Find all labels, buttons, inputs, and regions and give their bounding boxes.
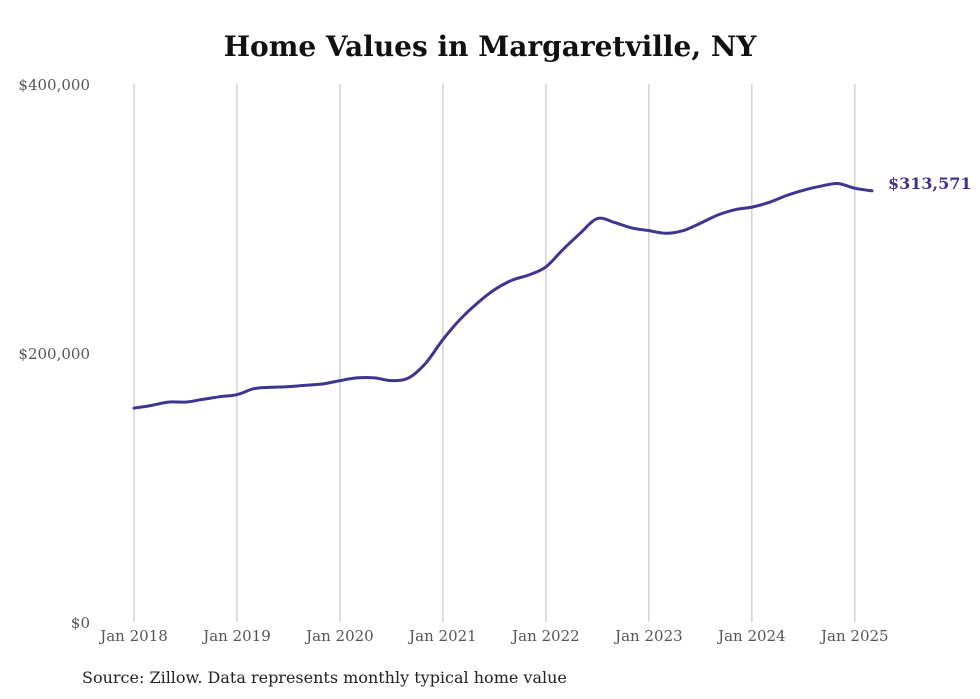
x-tick-label: Jan 2019 bbox=[201, 627, 271, 645]
home-value-line bbox=[132, 181, 874, 410]
y-axis: $0 $200,000 $400,000 bbox=[18, 76, 90, 632]
y-tick-label: $200,000 bbox=[18, 345, 90, 363]
x-axis: Jan 2018 Jan 2019 Jan 2020 Jan 2021 Jan 2022… bbox=[98, 627, 888, 645]
x-tick-label: Jan 2025 bbox=[819, 627, 889, 645]
x-tick-label: Jan 2021 bbox=[407, 627, 477, 645]
x-tick-label: Jan 2018 bbox=[98, 627, 168, 645]
latest-value-label: $313,571 bbox=[888, 174, 972, 193]
source-note: Source: Zillow. Data represents monthly … bbox=[82, 668, 567, 687]
x-tick-label: Jan 2020 bbox=[304, 627, 374, 645]
y-tick-label: $0 bbox=[71, 614, 90, 632]
gridlines bbox=[133, 84, 856, 622]
x-tick-label: Jan 2023 bbox=[613, 627, 683, 645]
chart-title: Home Values in Margaretville, NY bbox=[223, 30, 757, 63]
y-tick-label: $400,000 bbox=[18, 76, 90, 94]
x-tick-label: Jan 2024 bbox=[716, 627, 786, 645]
x-tick-label: Jan 2022 bbox=[510, 627, 580, 645]
